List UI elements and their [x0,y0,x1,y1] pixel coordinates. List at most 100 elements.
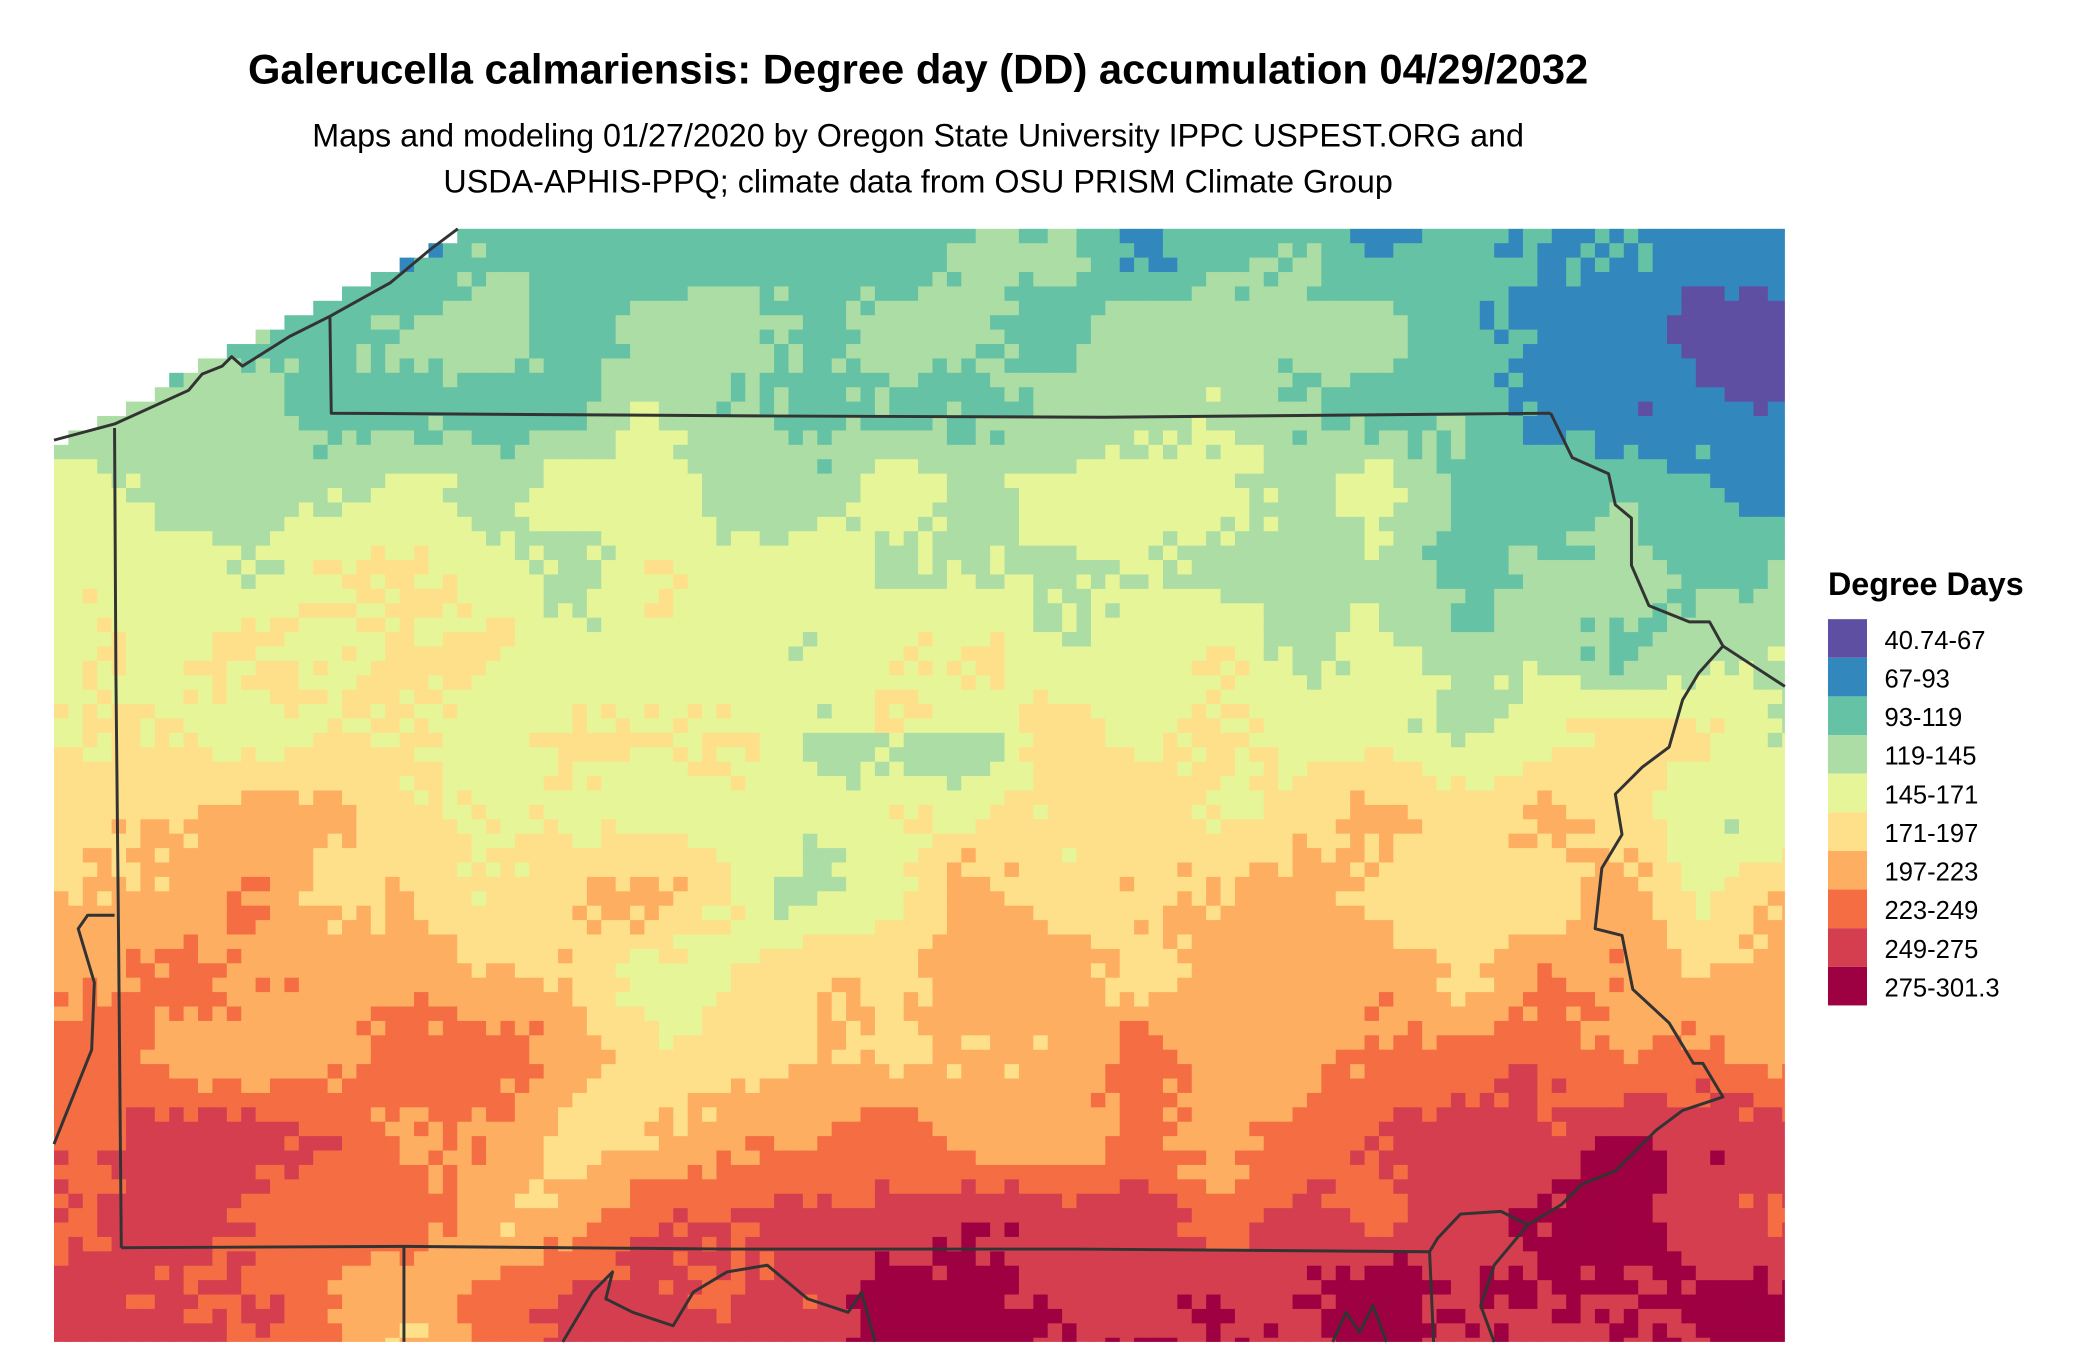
raster-cell [975,416,991,431]
raster-cell [946,243,962,259]
raster-cell [1724,473,1740,489]
raster-cell [716,804,732,820]
raster-cell [1580,531,1596,547]
raster-cell [975,358,991,374]
raster-cell [730,488,746,503]
raster-cell [500,560,516,575]
raster-cell [1335,574,1351,590]
raster-cell [1134,257,1150,273]
raster-cell [745,286,761,302]
raster-cell [572,387,588,403]
raster-cell [586,588,602,604]
raster-cell [1364,747,1380,763]
raster-cell [1162,675,1178,691]
raster-cell [1191,473,1207,489]
raster-cell [730,502,746,518]
raster-cell [1566,300,1582,316]
raster-cell [1652,272,1668,287]
raster-cell [903,574,919,590]
raster-cell [558,228,573,244]
raster-cell [975,560,991,575]
raster-cell [198,776,213,792]
raster-cell [1580,819,1596,835]
raster-cell [1767,272,1783,287]
raster-cell [1724,747,1740,763]
raster-cell [342,531,357,547]
raster-cell [630,704,645,720]
raster-cell [428,632,444,648]
raster-cell [572,545,588,561]
raster-cell [1378,790,1394,806]
raster-cell [241,545,257,561]
raster-cell [702,488,718,503]
raster-cell [687,228,703,244]
raster-cell [111,761,127,777]
raster-cell [1263,401,1279,417]
raster-cell [82,675,98,691]
raster-cell [730,243,746,259]
raster-cell [1465,819,1481,835]
raster-cell [630,488,645,503]
raster-cell [1566,718,1582,734]
raster-cell [1738,488,1754,503]
raster-cell [889,617,905,633]
raster-cell [241,387,257,403]
raster-cell [169,430,185,446]
raster-cell [212,660,228,676]
raster-cell [1062,516,1078,532]
raster-cell [946,804,962,820]
raster-cell [1450,819,1466,835]
raster-cell [1450,344,1466,359]
raster-cell [1062,315,1078,331]
raster-cell [1350,243,1366,259]
raster-cell [1508,272,1524,287]
raster-cell [442,704,458,720]
raster-cell [486,588,501,604]
raster-cell [687,704,703,720]
raster-cell [313,833,329,849]
raster-cell [198,761,213,777]
raster-cell [1724,228,1740,244]
raster-cell [658,257,674,273]
raster-cell [1508,473,1524,489]
raster-cell [860,675,876,691]
raster-cell [1278,632,1294,648]
raster-cell [1508,387,1524,403]
raster-cell [1033,833,1049,849]
raster-cell [860,344,876,359]
raster-cell [558,516,573,532]
raster-cell [1105,646,1121,662]
raster-cell [399,488,415,503]
raster-cell [1018,603,1034,619]
raster-cell [1566,228,1582,244]
raster-cell [846,531,862,547]
raster-cell [1609,329,1625,345]
raster-cell [1422,761,1438,777]
raster-cell [241,660,257,676]
raster-cell [1321,617,1337,633]
raster-cell [1594,329,1610,345]
raster-cell [817,372,833,388]
raster-cell [1710,747,1726,763]
raster-cell [385,617,401,633]
raster-cell [1580,632,1596,648]
raster-cell [1407,387,1423,403]
raster-cell [889,401,905,417]
raster-cell [1134,718,1150,734]
raster-cell [1018,776,1034,792]
raster-cell [442,747,458,763]
raster-cell [1062,574,1078,590]
raster-cell [1710,560,1726,575]
raster-cell [990,732,1006,748]
raster-cell [1508,430,1524,446]
raster-cell [183,416,199,431]
raster-cell [1522,387,1538,403]
raster-cell [1162,588,1178,604]
raster-cell [759,790,775,806]
raster-cell [1422,747,1438,763]
raster-cell [1494,790,1510,806]
raster-cell [774,833,790,849]
raster-cell [889,819,905,835]
raster-cell [1249,228,1265,244]
raster-cell [1724,588,1740,604]
